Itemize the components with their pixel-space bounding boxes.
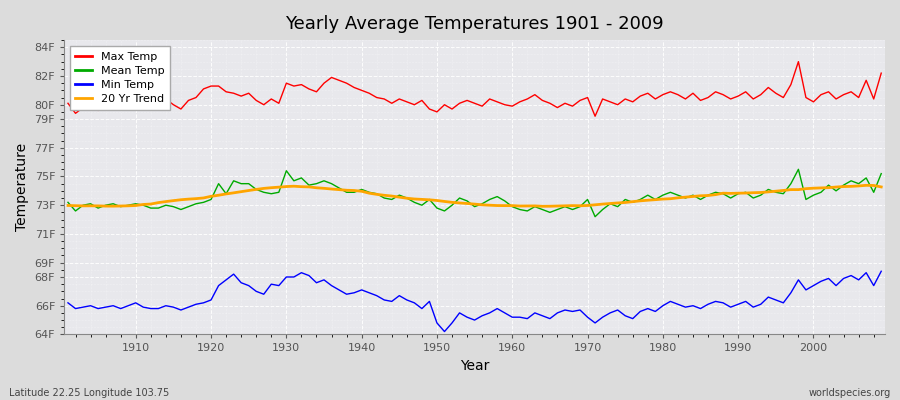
Y-axis label: Temperature: Temperature — [15, 143, 29, 231]
X-axis label: Year: Year — [460, 359, 490, 373]
Text: worldspecies.org: worldspecies.org — [809, 388, 891, 398]
Text: Latitude 22.25 Longitude 103.75: Latitude 22.25 Longitude 103.75 — [9, 388, 169, 398]
Legend: Max Temp, Mean Temp, Min Temp, 20 Yr Trend: Max Temp, Mean Temp, Min Temp, 20 Yr Tre… — [70, 46, 170, 110]
Title: Yearly Average Temperatures 1901 - 2009: Yearly Average Temperatures 1901 - 2009 — [285, 15, 664, 33]
